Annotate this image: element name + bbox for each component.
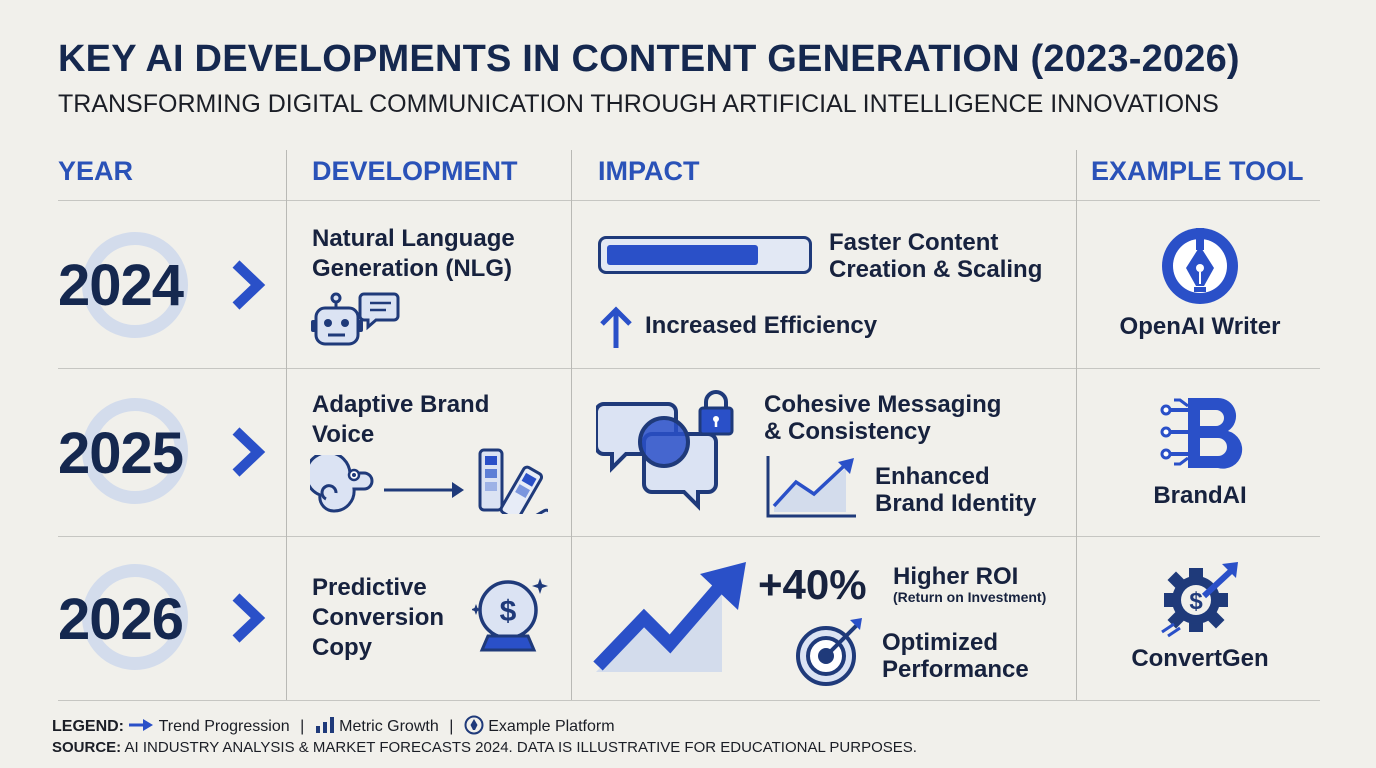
impact-roi-note: (Return on Investment) [893, 589, 1047, 605]
row-divider [58, 700, 1320, 701]
development-line: Adaptive Brand [312, 391, 490, 418]
progress-bar-fill [607, 245, 758, 265]
development-line: Copy [312, 634, 372, 661]
impact-efficiency: Increased Efficiency [645, 312, 878, 339]
row-divider [58, 200, 1320, 201]
gear-dollar-icon: $ [1161, 562, 1238, 638]
color-swatch-icon [478, 448, 548, 514]
chat-lock-icon [596, 390, 734, 511]
tool-name: BrandAI [1153, 482, 1247, 509]
crystal-ball-icon: $ [472, 578, 548, 652]
development-title: Natural Language Generation (NLG) [312, 224, 515, 284]
page-title: KEY AI DEVELOPMENTS IN CONTENT GENERATIO… [58, 38, 1240, 80]
development-line: Natural Language [312, 225, 515, 252]
legend-separator: | [300, 718, 305, 735]
development-title: Predictive Conversion Copy [312, 573, 444, 663]
chevron-right-icon [232, 260, 266, 310]
svg-text:$: $ [500, 595, 517, 628]
legend-platform: Example Platform [488, 718, 615, 735]
source-text: AI INDUSTRY ANALYSIS & MARKET FORECASTS … [124, 739, 917, 756]
chameleon-icon [310, 455, 374, 513]
impact-line: Performance [882, 656, 1029, 683]
robot-chat-icon [311, 292, 400, 346]
impact-line: Creation & Scaling [829, 256, 1043, 283]
header-development: DEVELOPMENT [312, 156, 518, 186]
bar-chart-icon [315, 717, 334, 733]
impact-text: Optimized Performance [882, 629, 1029, 683]
impact-roi: Higher ROI [893, 563, 1019, 590]
legend: LEGEND: Trend Progression | Metric Growt… [52, 715, 615, 736]
chevron-right-icon [232, 427, 266, 477]
legend-metric: Metric Growth [339, 718, 439, 735]
year-label: 2026 [58, 587, 184, 652]
target-icon [796, 618, 862, 686]
impact-line: Cohesive Messaging [764, 391, 1002, 418]
development-line: Conversion [312, 604, 445, 631]
arrow-right-icon [129, 719, 154, 731]
development-line: Predictive [312, 574, 427, 601]
row-divider [58, 536, 1320, 537]
column-divider [286, 150, 287, 700]
svg-text:$: $ [1189, 588, 1203, 615]
development-line: Voice [312, 421, 375, 448]
row-divider [58, 368, 1320, 369]
header-year: YEAR [58, 156, 134, 186]
chevron-right-icon [232, 593, 266, 643]
impact-line: & Consistency [764, 418, 931, 445]
legend-label: LEGEND: [52, 718, 124, 735]
year-label: 2024 [58, 253, 184, 318]
trend-arrow-icon [593, 562, 746, 672]
impact-line: Enhanced [875, 463, 990, 490]
growth-chart-icon [766, 456, 856, 518]
source-note: SOURCE: AI INDUSTRY ANALYSIS & MARKET FO… [52, 739, 917, 756]
pen-nib-icon [464, 715, 484, 735]
arrow-up-icon [600, 306, 632, 348]
roi-percentage: +40% [758, 561, 867, 608]
page-subtitle: TRANSFORMING DIGITAL COMMUNICATION THROU… [58, 90, 1219, 118]
impact-line: Faster Content [829, 229, 999, 256]
pen-nib-icon [1162, 228, 1238, 304]
header-example-tool: EXAMPLE TOOL [1091, 156, 1304, 186]
column-divider [1076, 150, 1077, 700]
column-divider [571, 150, 572, 700]
impact-text: Faster Content Creation & Scaling [829, 229, 1042, 283]
progress-bar [598, 236, 812, 274]
tool-name: OpenAI Writer [1119, 313, 1281, 340]
legend-trend: Trend Progression [158, 718, 290, 735]
circuit-b-icon [1160, 397, 1243, 469]
header-impact: IMPACT [598, 156, 700, 186]
arrow-right-icon [384, 482, 464, 498]
impact-text: Cohesive Messaging & Consistency [764, 391, 1001, 445]
development-title: Adaptive Brand Voice [312, 390, 489, 450]
development-line: Generation (NLG) [312, 255, 513, 282]
tool-name: ConvertGen [1131, 645, 1269, 672]
impact-line: Brand Identity [875, 490, 1037, 517]
year-label: 2025 [58, 421, 184, 486]
impact-text: Enhanced Brand Identity [875, 463, 1036, 517]
legend-separator: | [449, 718, 454, 735]
impact-line: Optimized [882, 629, 999, 656]
source-label: SOURCE: [52, 739, 122, 756]
